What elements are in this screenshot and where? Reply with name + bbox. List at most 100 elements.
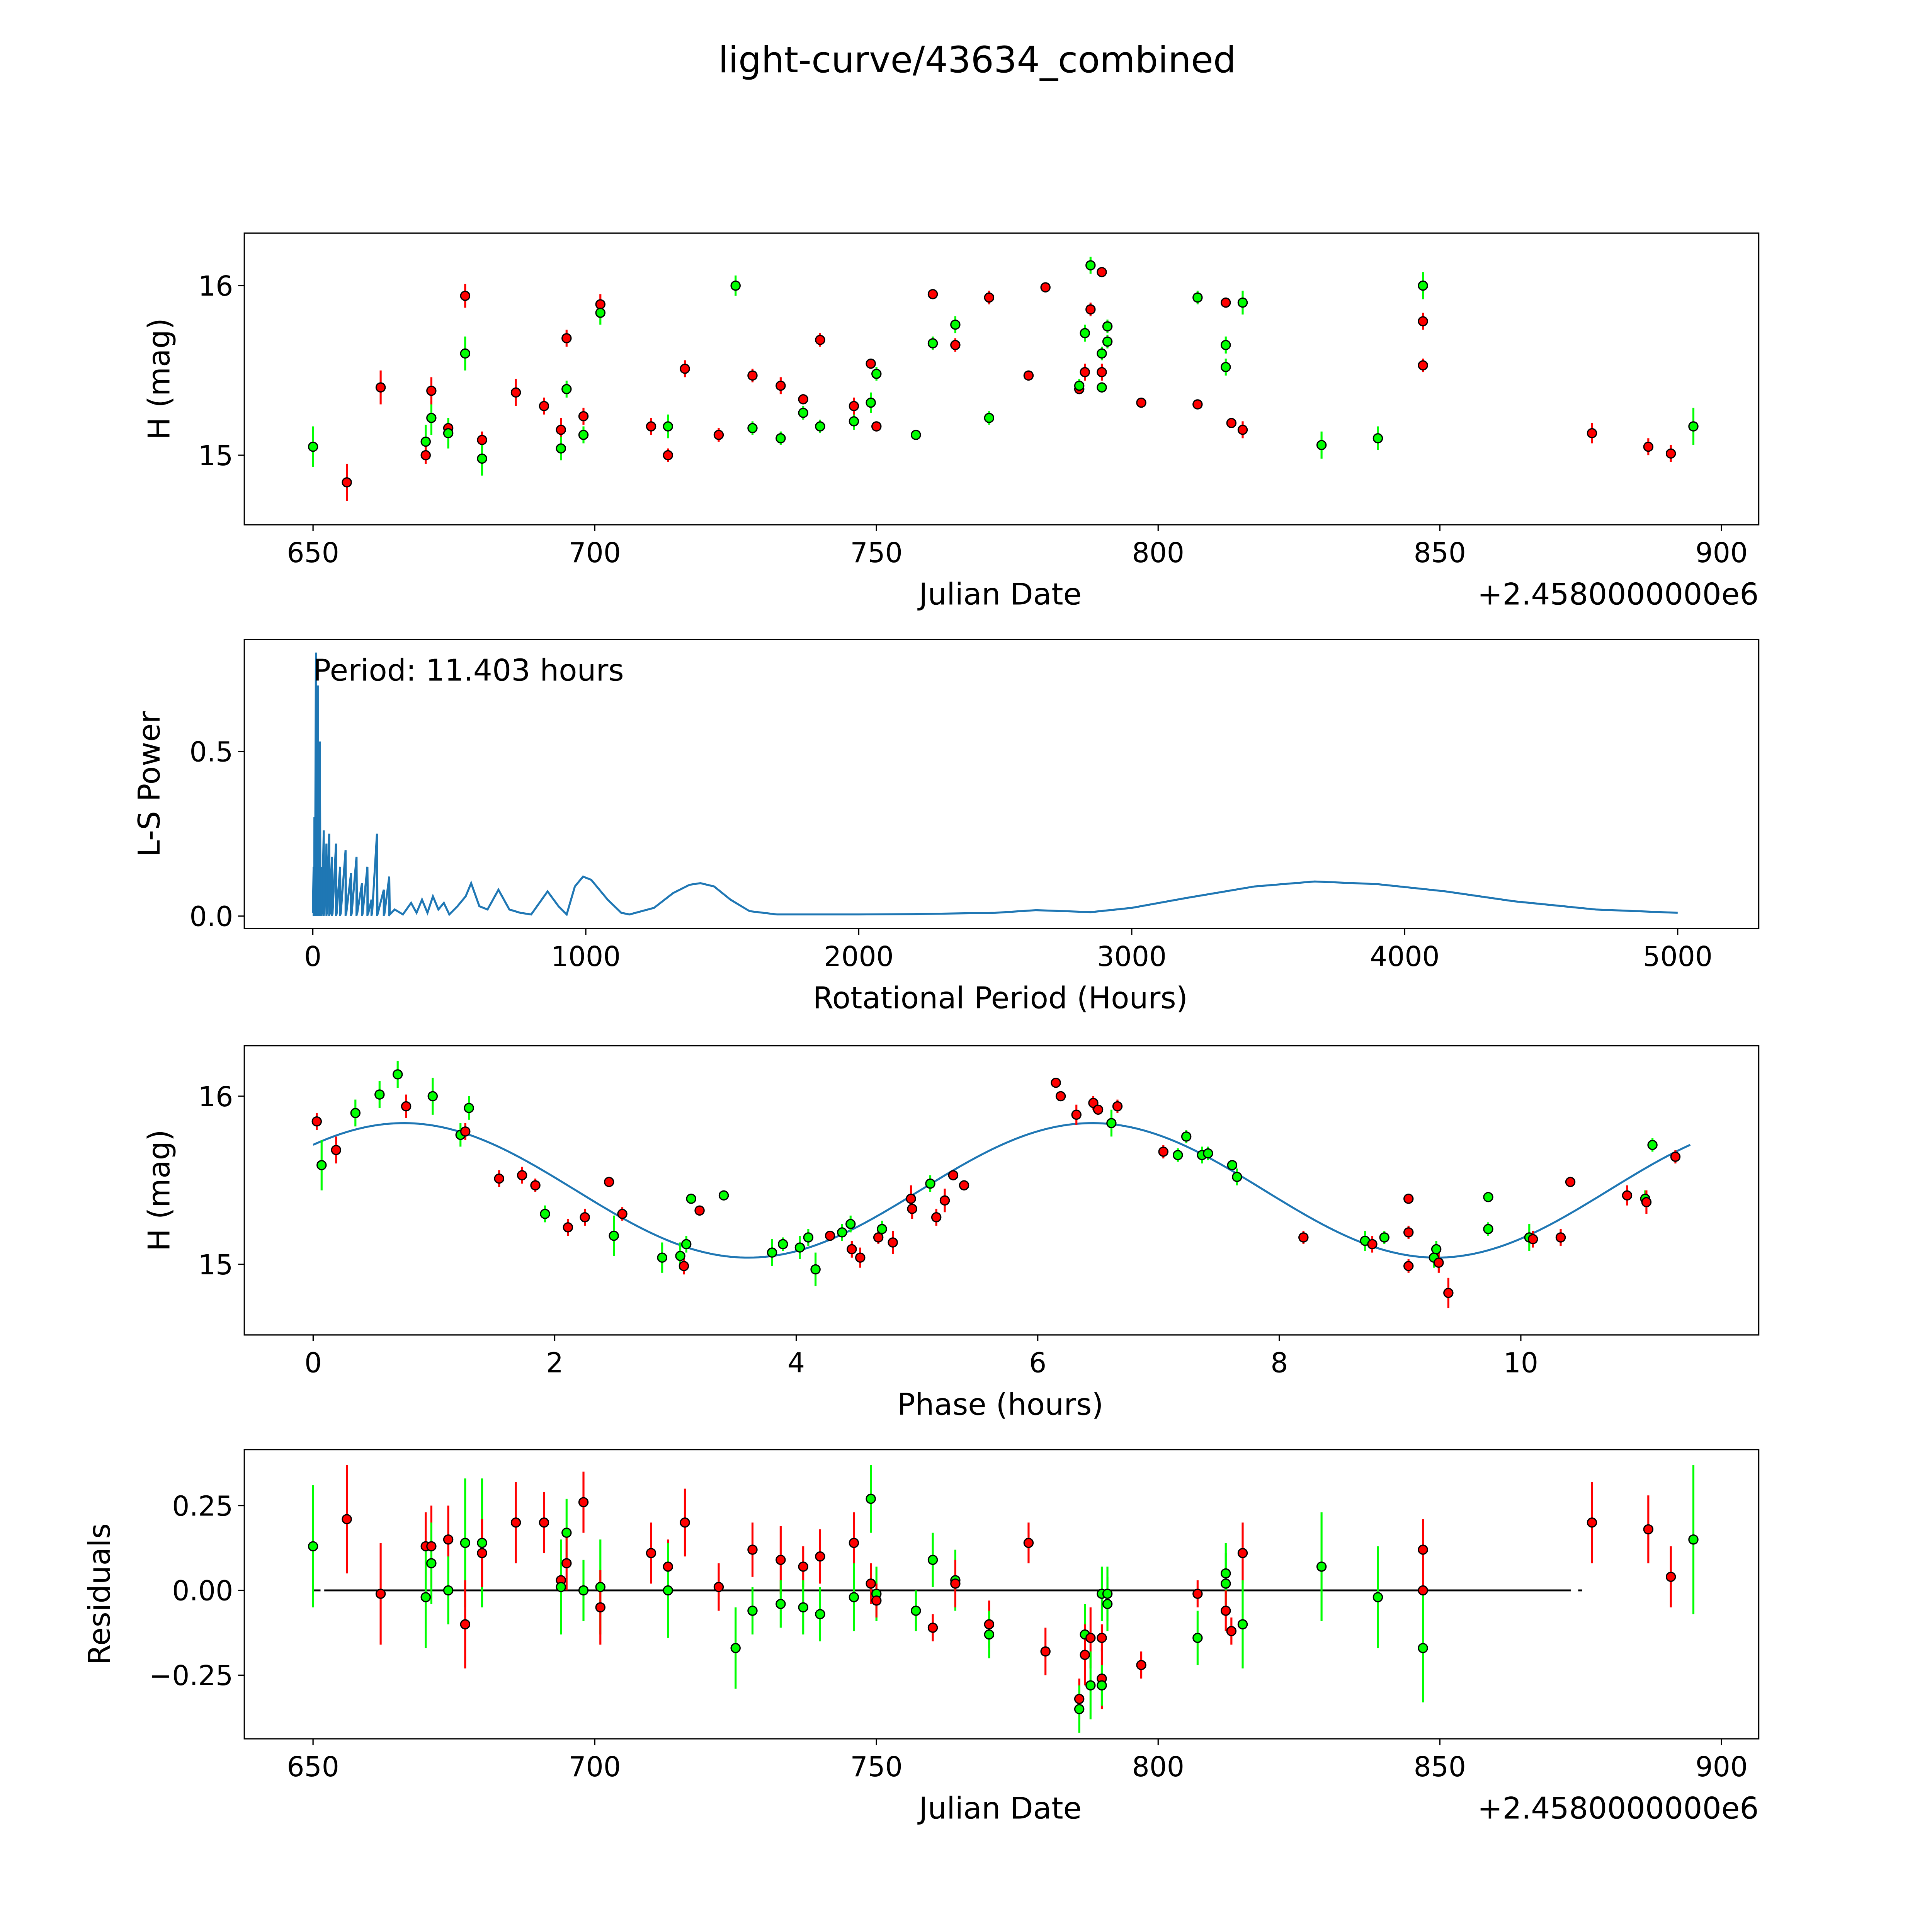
data-point <box>1181 1131 1192 1142</box>
data-point <box>776 1599 786 1609</box>
x-offset-text: +2.4580000000e6 <box>1478 1791 1759 1826</box>
data-point <box>426 386 437 396</box>
x-offset-text: +2.4580000000e6 <box>1478 577 1759 612</box>
data-point <box>984 1619 995 1629</box>
data-point <box>1227 1160 1238 1170</box>
data-point <box>1316 1561 1327 1572</box>
data-point <box>331 1145 342 1155</box>
data-point <box>847 1244 857 1255</box>
data-point <box>959 1180 969 1190</box>
x-tick-label: 4000 <box>1370 940 1440 973</box>
data-point <box>374 1089 385 1100</box>
data-point <box>730 281 741 291</box>
x-tick-label: 700 <box>568 537 621 569</box>
data-point <box>1085 1680 1096 1690</box>
data-point <box>1237 425 1248 435</box>
x-axis-label: Julian Date <box>917 577 1082 612</box>
data-point <box>604 1177 614 1187</box>
data-point <box>1443 1287 1454 1298</box>
data-point <box>1587 428 1597 439</box>
data-point <box>927 1554 938 1565</box>
data-point <box>1080 328 1090 338</box>
data-point <box>1431 1244 1442 1255</box>
data-point <box>595 299 605 310</box>
data-point <box>1643 441 1654 452</box>
data-point <box>477 1537 487 1548</box>
data-point <box>663 1585 673 1596</box>
x-tick-label: 850 <box>1414 537 1466 569</box>
data-point <box>747 370 758 381</box>
x-tick-label: 700 <box>568 1751 621 1783</box>
data-point <box>855 1252 866 1263</box>
panel-residuals: 650 700 750 800 850 900 0.25 0.00 −0.25 Julian Da… <box>82 1449 1760 1826</box>
data-point <box>1085 304 1096 315</box>
data-point <box>1221 297 1231 308</box>
data-point <box>1565 1177 1576 1187</box>
data-point <box>646 1548 656 1558</box>
data-point <box>1298 1232 1309 1243</box>
data-point <box>342 477 352 488</box>
y-tick-label: 15 <box>198 1249 233 1281</box>
data-point <box>1097 348 1107 359</box>
data-point <box>342 1514 352 1524</box>
data-point <box>767 1247 777 1258</box>
data-point <box>510 1517 521 1528</box>
data-point <box>1372 433 1383 444</box>
data-point <box>866 397 876 408</box>
data-point <box>810 1264 821 1275</box>
data-point <box>1483 1224 1493 1234</box>
data-point <box>877 1224 887 1234</box>
data-point <box>1418 316 1428 327</box>
data-point <box>464 1103 474 1113</box>
data-point <box>1097 1633 1107 1643</box>
data-point <box>1226 418 1237 428</box>
data-point <box>911 430 921 440</box>
data-point <box>460 1619 471 1629</box>
plot-area <box>311 1061 1691 1308</box>
y-tick-label: 16 <box>198 270 233 302</box>
data-point <box>927 289 938 299</box>
data-point <box>375 1588 386 1599</box>
x-tick-label: 4 <box>787 1347 805 1379</box>
data-point <box>927 1622 938 1633</box>
y-tick-label: 15 <box>198 440 233 472</box>
data-point <box>713 430 724 440</box>
data-point <box>1097 367 1107 378</box>
data-point <box>1192 1588 1203 1599</box>
data-point <box>1232 1172 1242 1182</box>
data-point <box>1023 370 1034 381</box>
figure-title: light-curve/43634_combined <box>718 39 1236 81</box>
data-point <box>392 1069 403 1080</box>
data-point <box>1102 336 1113 347</box>
data-point <box>866 1578 876 1589</box>
data-point <box>984 292 995 303</box>
data-point <box>815 335 825 345</box>
data-point <box>1221 340 1231 350</box>
data-point <box>907 1204 917 1214</box>
data-point <box>311 1116 322 1127</box>
axes-frame <box>243 1449 1760 1740</box>
data-point <box>866 358 876 369</box>
data-point <box>849 1592 859 1602</box>
data-point <box>1379 1232 1389 1243</box>
data-point <box>1203 1148 1213 1159</box>
data-point <box>1434 1257 1444 1268</box>
data-point <box>1192 399 1203 410</box>
x-tick-label: 900 <box>1696 1751 1748 1783</box>
data-point <box>420 450 431 461</box>
data-point <box>1074 1694 1085 1704</box>
data-point <box>815 421 825 432</box>
y-axis-label: L-S Power <box>132 711 167 857</box>
y-tick-label: 0.00 <box>172 1575 233 1607</box>
x-tick-label: 800 <box>1132 537 1184 569</box>
data-point <box>718 1190 729 1201</box>
data-point <box>460 291 471 301</box>
data-point <box>931 1212 942 1223</box>
data-point <box>803 1232 814 1243</box>
data-point <box>1088 1098 1099 1108</box>
x-tick-label: 10 <box>1503 1347 1538 1379</box>
data-point <box>663 1561 673 1572</box>
